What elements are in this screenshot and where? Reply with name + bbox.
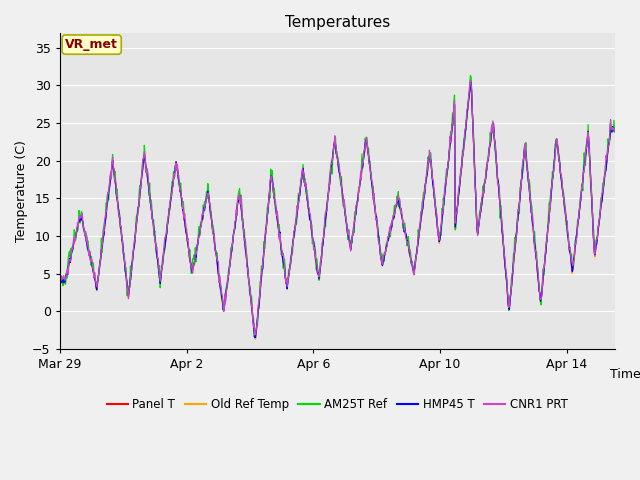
- Y-axis label: Temperature (C): Temperature (C): [15, 140, 28, 242]
- HMP45 T: [56, 277, 63, 283]
- AM25T Ref: [294, 200, 301, 205]
- Panel T: [333, 156, 341, 162]
- CNR1 PRT: [430, 189, 438, 194]
- Old Ref Temp: [56, 278, 63, 284]
- Old Ref Temp: [430, 192, 438, 198]
- AM25T Ref: [366, 158, 374, 164]
- CNR1 PRT: [196, 224, 204, 229]
- Text: VR_met: VR_met: [65, 38, 118, 51]
- Panel T: [294, 204, 301, 209]
- Old Ref Temp: [196, 225, 204, 230]
- AM25T Ref: [196, 220, 204, 226]
- Old Ref Temp: [467, 77, 475, 83]
- CNR1 PRT: [366, 162, 374, 168]
- CNR1 PRT: [333, 156, 341, 162]
- HMP45 T: [369, 186, 376, 192]
- Old Ref Temp: [294, 204, 301, 209]
- HMP45 T: [196, 224, 204, 230]
- HMP45 T: [430, 193, 438, 199]
- AM25T Ref: [611, 129, 618, 135]
- HMP45 T: [251, 335, 259, 340]
- Old Ref Temp: [369, 184, 376, 190]
- Panel T: [196, 224, 204, 230]
- Title: Temperatures: Temperatures: [285, 15, 390, 30]
- AM25T Ref: [333, 153, 341, 159]
- HMP45 T: [366, 163, 374, 168]
- Line: AM25T Ref: AM25T Ref: [60, 75, 614, 337]
- Panel T: [252, 336, 259, 342]
- Old Ref Temp: [333, 155, 341, 161]
- Panel T: [467, 79, 475, 84]
- Line: HMP45 T: HMP45 T: [60, 83, 614, 337]
- CNR1 PRT: [56, 276, 63, 282]
- Panel T: [369, 185, 376, 191]
- AM25T Ref: [56, 268, 63, 274]
- CNR1 PRT: [251, 332, 259, 338]
- X-axis label: Time: Time: [611, 368, 640, 381]
- HMP45 T: [611, 128, 618, 133]
- Panel T: [430, 192, 438, 198]
- Line: Old Ref Temp: Old Ref Temp: [60, 80, 614, 339]
- Old Ref Temp: [366, 164, 374, 169]
- Legend: Panel T, Old Ref Temp, AM25T Ref, HMP45 T, CNR1 PRT: Panel T, Old Ref Temp, AM25T Ref, HMP45 …: [102, 393, 573, 415]
- AM25T Ref: [467, 72, 474, 78]
- AM25T Ref: [430, 191, 438, 196]
- HMP45 T: [333, 155, 341, 161]
- CNR1 PRT: [611, 128, 618, 133]
- CNR1 PRT: [294, 207, 301, 213]
- Line: Panel T: Panel T: [60, 82, 614, 339]
- AM25T Ref: [250, 334, 258, 340]
- Old Ref Temp: [611, 129, 618, 134]
- HMP45 T: [294, 205, 301, 211]
- AM25T Ref: [369, 190, 376, 196]
- CNR1 PRT: [369, 180, 376, 185]
- Panel T: [366, 163, 374, 169]
- Old Ref Temp: [252, 336, 259, 342]
- Line: CNR1 PRT: CNR1 PRT: [60, 81, 614, 335]
- Panel T: [56, 278, 63, 284]
- CNR1 PRT: [467, 78, 474, 84]
- Panel T: [611, 128, 618, 134]
- HMP45 T: [467, 80, 475, 85]
